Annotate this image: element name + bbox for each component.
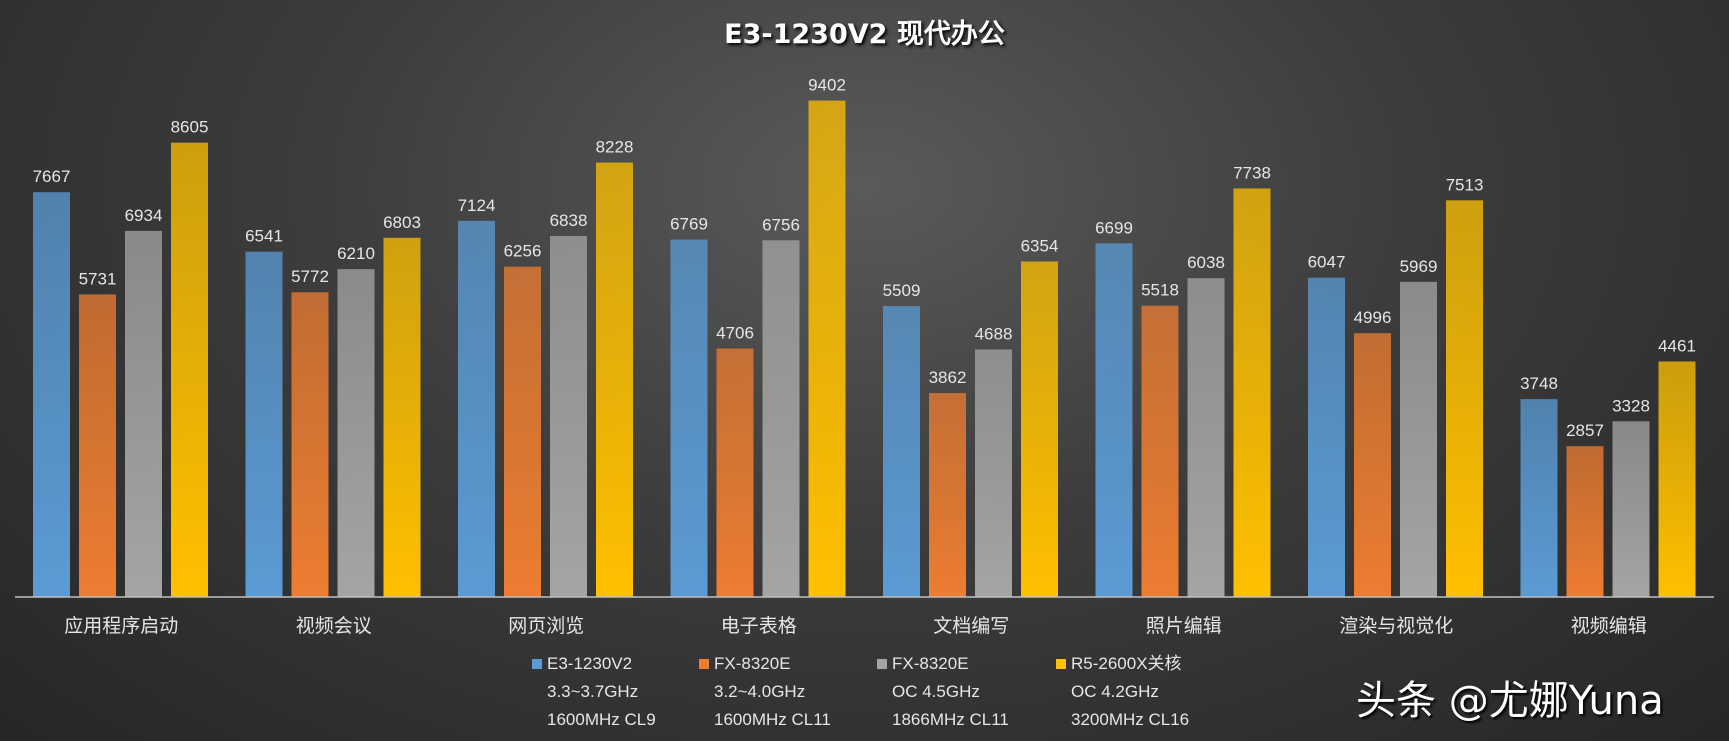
bar (975, 349, 1012, 597)
bar (383, 237, 421, 597)
bar (171, 142, 208, 597)
data-label: 4996 (1354, 308, 1392, 327)
legend-label: FX-8320E (714, 654, 791, 673)
legend-item: E3-1230V2 3.3~3.7GHz 1600MHz CL9 (532, 650, 656, 734)
bar (291, 292, 329, 597)
bar (245, 251, 283, 597)
legend-item: FX-8320E 3.2~4.0GHz 1600MHz CL11 (699, 650, 831, 734)
bar (762, 240, 800, 597)
bar (1141, 305, 1179, 597)
data-label: 5969 (1400, 257, 1438, 276)
x-tick-label: 视频编辑 (1571, 615, 1647, 637)
legend-label: FX-8320E (892, 654, 969, 673)
bar (1233, 188, 1271, 597)
data-label: 3862 (929, 368, 967, 387)
data-label: 5772 (291, 267, 329, 286)
chart-title: E3-1230V2 现代办公 (724, 19, 1005, 50)
legend-swatch (877, 659, 887, 669)
data-label: 3748 (1520, 374, 1558, 393)
x-tick-label: 视频会议 (296, 615, 372, 637)
bar (1566, 446, 1604, 597)
legend-detail: OC 4.2GHz (1071, 682, 1159, 701)
legend-label: E3-1230V2 (547, 654, 633, 673)
legend-detail: 3.3~3.7GHz (547, 682, 639, 701)
data-label: 2857 (1566, 421, 1604, 440)
bar (596, 162, 633, 598)
legend-swatch (1056, 659, 1066, 669)
bar (337, 269, 375, 597)
data-label: 6756 (762, 215, 800, 234)
bar (125, 230, 162, 597)
data-label: 6256 (504, 242, 542, 261)
data-label: 9402 (808, 76, 846, 95)
data-label: 3328 (1612, 396, 1650, 415)
legend-detail: 1600MHz CL9 (547, 710, 656, 729)
data-label: 6354 (1021, 237, 1059, 256)
x-tick-label: 照片编辑 (1146, 615, 1222, 637)
bar (670, 239, 708, 597)
x-tick-label: 电子表格 (721, 615, 797, 637)
data-label: 4706 (716, 324, 754, 343)
bar (1612, 421, 1650, 597)
data-label: 6210 (337, 244, 375, 263)
legend-item: R5-2600X关核 OC 4.2GHz 3200MHz CL16 (1056, 650, 1189, 734)
data-label: 6038 (1187, 253, 1225, 272)
bar (1354, 333, 1391, 597)
data-label: 6838 (550, 211, 588, 230)
legend-detail: 3.2~4.0GHz (714, 682, 806, 701)
data-label: 4688 (975, 324, 1013, 343)
data-label: 7513 (1446, 175, 1484, 194)
x-tick-label: 应用程序启动 (64, 615, 178, 637)
data-label: 6541 (245, 227, 283, 246)
data-label: 8605 (171, 118, 209, 137)
data-label: 6699 (1095, 218, 1133, 237)
bar (883, 306, 920, 597)
bar (458, 220, 495, 598)
bar (808, 100, 846, 597)
legend-detail: OC 4.5GHz (892, 682, 980, 701)
legend-detail: 1866MHz CL11 (892, 710, 1009, 729)
data-label: 5731 (79, 269, 117, 288)
x-tick-label: 渲染与视觉化 (1339, 615, 1453, 637)
x-tick-label: 网页浏览 (508, 615, 584, 637)
legend-item: FX-8320E OC 4.5GHz 1866MHz CL11 (877, 650, 1009, 734)
bar (550, 235, 587, 597)
bar (1308, 277, 1345, 597)
data-label: 8228 (596, 138, 634, 157)
x-tick-label: 文档编写 (933, 615, 1009, 637)
bar (79, 294, 116, 597)
bar (1520, 399, 1558, 597)
legend-detail: 3200MHz CL16 (1071, 710, 1190, 729)
bar (929, 393, 966, 597)
data-label: 6803 (383, 213, 421, 232)
bar (1446, 200, 1483, 597)
data-label: 4461 (1658, 336, 1696, 355)
legend-detail: 1600MHz CL11 (714, 710, 831, 729)
data-label: 5509 (883, 281, 921, 300)
data-label: 5518 (1141, 281, 1179, 300)
data-label: 6769 (670, 215, 708, 234)
data-label: 6047 (1308, 253, 1346, 272)
data-label: 7738 (1233, 163, 1271, 182)
bar (1021, 261, 1058, 597)
legend-swatch (532, 659, 542, 669)
legend-swatch (699, 659, 709, 669)
data-label: 7667 (33, 167, 71, 186)
data-label: 7124 (458, 196, 496, 215)
bar (716, 348, 754, 597)
bar (504, 266, 541, 597)
bar (33, 192, 70, 597)
bar (1187, 278, 1225, 597)
watermark: 头条 @尤娜Yuna (1356, 678, 1664, 724)
bar (1658, 361, 1696, 597)
data-label: 6934 (125, 206, 163, 225)
bar (1400, 281, 1437, 597)
bar (1095, 243, 1133, 598)
legend-label: R5-2600X关核 (1071, 654, 1182, 673)
